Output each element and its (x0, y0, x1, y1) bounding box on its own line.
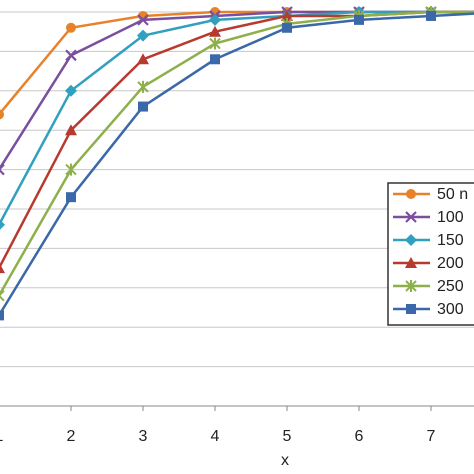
marker (0, 219, 5, 230)
legend-label: 300 (437, 301, 464, 318)
marker (405, 234, 417, 246)
marker (66, 192, 76, 203)
marker (138, 101, 148, 112)
marker (426, 10, 436, 21)
legend-label: 250 (437, 278, 464, 295)
x-axis-label: x (281, 452, 289, 469)
marker (0, 109, 4, 120)
marker (354, 14, 364, 25)
series-line (0, 10, 474, 297)
legend: 50 n 100 150 200 250 300 (387, 182, 474, 326)
marker (209, 37, 221, 50)
marker (66, 22, 76, 33)
marker (406, 189, 416, 199)
legend-label: 150 (437, 232, 464, 249)
x-tick-label: 7 (427, 428, 436, 445)
marker (65, 84, 77, 97)
marker (65, 124, 77, 136)
marker (137, 14, 149, 26)
legend-box (387, 182, 474, 326)
marker (0, 263, 5, 274)
marker (0, 310, 4, 321)
x-tick-label: 1 (0, 428, 4, 445)
marker (405, 211, 417, 223)
marker (405, 280, 417, 292)
legend-label: 50 n (437, 186, 468, 203)
marker (0, 163, 5, 176)
marker (137, 29, 149, 42)
marker (0, 289, 5, 302)
marker (405, 257, 417, 268)
x-tick-label: 2 (67, 428, 76, 445)
legend-label: 200 (437, 255, 464, 272)
marker (137, 80, 149, 93)
series-line (0, 12, 474, 317)
x-tick-label: 6 (355, 428, 364, 445)
marker (282, 22, 292, 33)
marker (65, 49, 77, 62)
marker (137, 53, 149, 65)
marker (209, 13, 221, 26)
x-tick-label: 3 (139, 428, 148, 445)
legend-label: 100 (437, 209, 464, 226)
marker (209, 25, 221, 37)
marker (406, 304, 416, 314)
marker (210, 54, 220, 65)
marker (65, 163, 77, 176)
x-tick-label: 5 (283, 428, 292, 445)
marker (281, 9, 293, 21)
x-tick-label: 4 (211, 428, 220, 445)
